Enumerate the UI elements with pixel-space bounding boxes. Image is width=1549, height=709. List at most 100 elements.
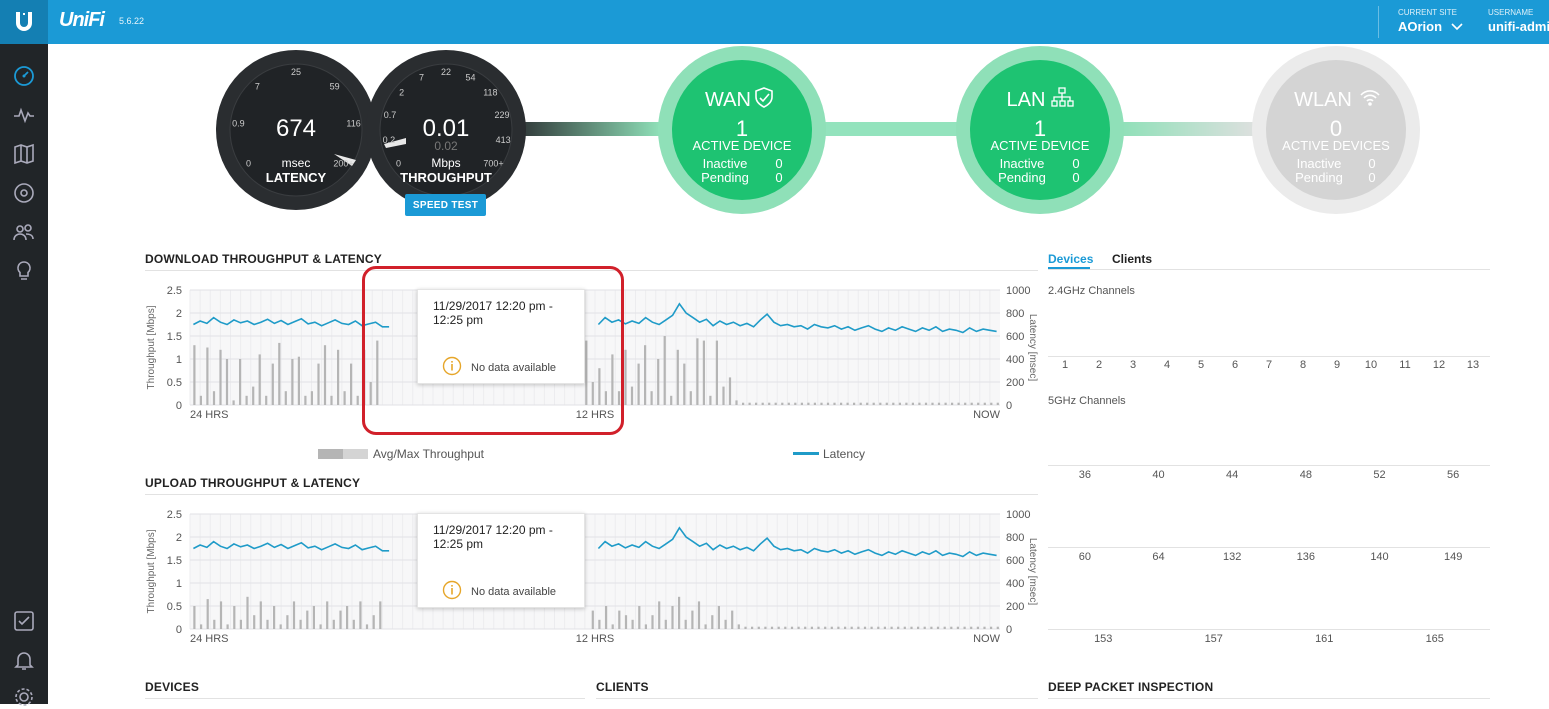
download-x-tick-label: 12 HRS xyxy=(576,409,615,421)
download-throughput-bar xyxy=(225,359,229,405)
download-tooltip-message: No data available xyxy=(471,362,557,374)
upload-throughput-bar xyxy=(279,624,282,629)
channel-label: 5 xyxy=(1197,359,1205,371)
download-throughput-bar xyxy=(905,402,908,405)
upload-throughput-bar xyxy=(990,626,993,629)
upload-y2-axis-label: Latency [msec] xyxy=(1027,538,1038,605)
wlan-inactive-label: Inactive xyxy=(1297,156,1342,171)
download-y-tick-label: 2.5 xyxy=(167,285,182,297)
throughput-needle xyxy=(384,138,406,148)
upload-throughput-bar xyxy=(598,619,601,629)
upload-throughput-bar xyxy=(352,619,355,629)
upload-x-tick-label: 24 HRS xyxy=(190,633,229,645)
download-throughput-bar xyxy=(258,354,261,405)
upload-throughput-bar xyxy=(299,619,302,629)
username-value[interactable]: unifi-admin xyxy=(1488,19,1549,34)
download-throughput-bar xyxy=(794,402,797,405)
wan-circle[interactable] xyxy=(672,60,812,200)
lan-inactive-label: Inactive xyxy=(1000,156,1045,171)
download-x-tick-label: NOW xyxy=(973,409,1001,421)
channel-label: 56 xyxy=(1447,469,1460,481)
upload-tooltip-date: 11/29/2017 12:20 pm - 12:25 pm xyxy=(433,523,553,551)
upload-throughput-bar xyxy=(817,626,820,629)
insights-icon[interactable] xyxy=(12,259,36,283)
download-chart[interactable]: 0 0.5 1 1.5 2 2.5 0 200 400 600 800 1000 Throughput … xyxy=(140,280,1040,430)
download-throughput-bar xyxy=(957,402,960,405)
upload-y-axis-label: Throughput [Mbps] xyxy=(146,529,157,613)
dpi-section-title: DEEP PACKET INSPECTION xyxy=(1048,680,1214,694)
download-y2-tick-label: 800 xyxy=(1006,308,1024,320)
channel-label: 8 xyxy=(1299,359,1307,371)
download-throughput-bar xyxy=(728,377,732,405)
lan-circle[interactable] xyxy=(970,60,1110,200)
devices-divider xyxy=(145,698,585,699)
throughput-legend-label: Avg/Max Throughput xyxy=(373,447,484,461)
lan-inactive-value: 0 xyxy=(1072,156,1079,171)
wlan-sub: ACTIVE DEVICES xyxy=(1282,138,1390,153)
upload-throughput-bar xyxy=(890,626,893,629)
upload-throughput-bar xyxy=(233,606,236,629)
throughput-gauge-tick-label: 0.7 xyxy=(384,110,397,120)
upload-throughput-bar xyxy=(764,626,767,629)
speed-test-button[interactable]: SPEED TEST xyxy=(405,194,486,216)
download-throughput-bar xyxy=(310,391,313,405)
download-throughput-bar xyxy=(964,402,967,405)
clients-icon[interactable] xyxy=(12,220,36,244)
upload-y-tick-label: 1 xyxy=(176,578,182,590)
tab-clients[interactable]: Clients xyxy=(1112,252,1153,266)
wlan-pending-label: Pending xyxy=(1295,170,1343,185)
channel-label: 165 xyxy=(1425,633,1444,645)
upload-throughput-bar xyxy=(292,601,296,629)
upload-throughput-bar xyxy=(658,601,661,629)
current-site-selector[interactable]: AOrion xyxy=(1398,19,1463,34)
upload-y2-tick-label: 600 xyxy=(1006,555,1024,567)
download-throughput-bar xyxy=(252,386,255,405)
current-site-value: AOrion xyxy=(1398,19,1443,34)
settings-icon[interactable] xyxy=(12,685,36,709)
download-throughput-bar xyxy=(774,402,777,405)
dashboard-icon[interactable] xyxy=(12,64,36,88)
channels-24ghz-label: 2.4GHz Channels xyxy=(1048,285,1135,297)
tasks-icon[interactable] xyxy=(12,609,36,633)
upload-throughput-bar xyxy=(332,619,335,629)
channel-label: 52 xyxy=(1373,469,1386,481)
upload-throughput-bar xyxy=(883,626,886,629)
channel-label: 12 xyxy=(1432,359,1446,371)
upload-chart[interactable]: 0 0.5 1 1.5 2 2.5 0 200 400 600 800 1000 Throughput … xyxy=(140,504,1040,654)
throughput-gauge-tick-label: 7 xyxy=(419,72,424,82)
channel-label: 1 xyxy=(1061,359,1069,371)
alerts-icon[interactable] xyxy=(12,648,36,672)
download-throughput-bar xyxy=(676,349,679,405)
download-throughput-bar xyxy=(657,359,660,405)
upload-throughput-bar xyxy=(239,619,242,629)
ubiquiti-logo[interactable] xyxy=(0,0,48,44)
upload-y-tick-label: 0 xyxy=(176,624,182,636)
username-caption: USERNAME xyxy=(1488,8,1534,17)
download-throughput-bar xyxy=(715,340,718,405)
download-throughput-bar xyxy=(859,402,862,405)
lan-pending-value: 0 xyxy=(1072,170,1079,185)
download-y2-tick-label: 600 xyxy=(1006,331,1024,343)
upload-throughput-bar xyxy=(903,626,906,629)
lan-sub: ACTIVE DEVICE xyxy=(991,138,1090,153)
channel-label: 40 xyxy=(1152,469,1165,481)
statistics-icon[interactable] xyxy=(12,103,36,127)
channel-label: 6 xyxy=(1231,359,1239,371)
download-throughput-bar xyxy=(781,402,784,405)
upload-throughput-bar xyxy=(744,626,747,629)
map-icon[interactable] xyxy=(12,142,36,166)
wan-sub: ACTIVE DEVICE xyxy=(693,138,792,153)
download-throughput-bar xyxy=(696,338,699,405)
upload-throughput-bar xyxy=(950,626,953,629)
tab-devices[interactable]: Devices xyxy=(1048,252,1094,266)
channel-label: 2 xyxy=(1095,359,1103,371)
devices-icon[interactable] xyxy=(12,181,36,205)
upload-throughput-bar xyxy=(372,615,375,629)
upload-throughput-bar xyxy=(970,626,973,629)
download-throughput-bar xyxy=(591,382,594,405)
lan-count: 1 xyxy=(1034,116,1046,141)
download-throughput-bar xyxy=(284,391,287,405)
download-throughput-bar xyxy=(807,402,810,405)
upload-throughput-bar xyxy=(246,596,249,629)
download-throughput-bar xyxy=(977,402,980,405)
